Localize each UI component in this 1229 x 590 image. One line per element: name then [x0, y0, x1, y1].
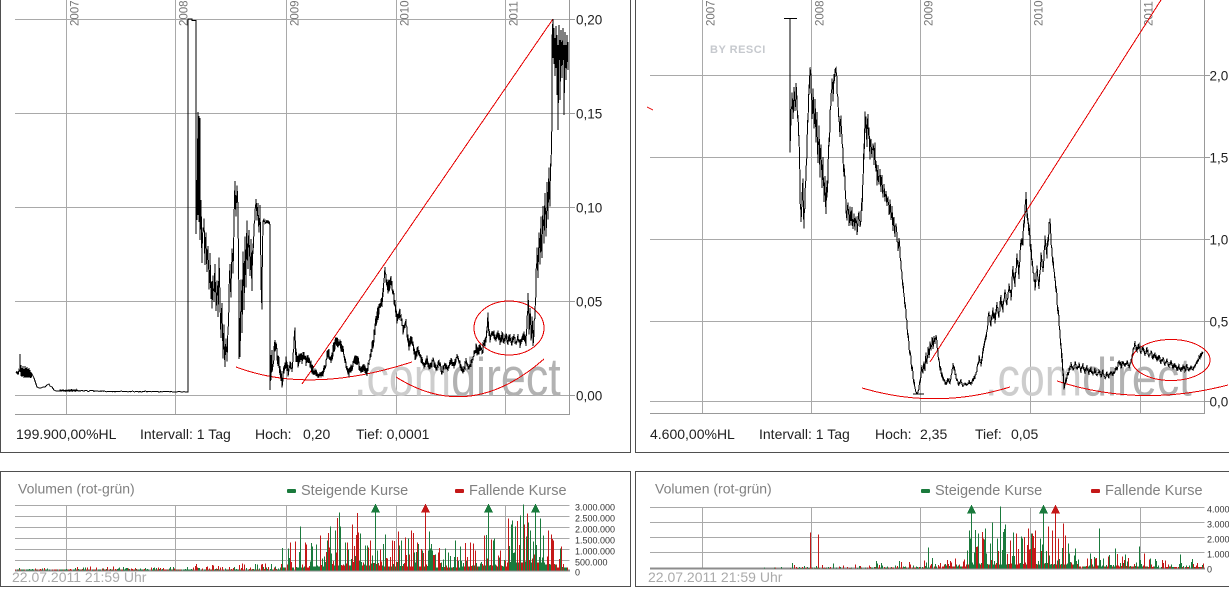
svg-text:199.900,00%HL: 199.900,00%HL — [16, 426, 117, 442]
svg-text:Tief: 0,0001: Tief: 0,0001 — [356, 426, 430, 442]
svg-text:0,5: 0,5 — [1210, 314, 1229, 329]
svg-text:3.000.000: 3.000.000 — [575, 503, 615, 513]
svg-text:2.000.000: 2.000.000 — [575, 525, 615, 535]
svg-text:.comdirect: .comdirect — [985, 347, 1192, 408]
svg-text:Fallende Kurse: Fallende Kurse — [1105, 483, 1203, 499]
svg-text:0,10: 0,10 — [576, 200, 602, 215]
svg-text:0,20: 0,20 — [576, 12, 602, 27]
svg-text:2011: 2011 — [1144, 1, 1156, 26]
svg-text:1.500.000: 1.500.000 — [575, 536, 615, 546]
svg-text:2008: 2008 — [815, 0, 827, 26]
svg-text:0,15: 0,15 — [576, 106, 602, 121]
svg-text:1.000.000: 1.000.000 — [575, 547, 615, 557]
svg-text:2,0: 2,0 — [1210, 68, 1229, 83]
svg-text:0,05: 0,05 — [576, 294, 602, 309]
svg-text:1.000.000: 1.000.000 — [1207, 550, 1229, 560]
svg-text:22.07.2011 21:59 Uhr: 22.07.2011 21:59 Uhr — [12, 569, 147, 585]
svg-text:Steigende Kurse: Steigende Kurse — [935, 483, 1042, 499]
svg-text:Intervall: 1 Tag: Intervall: 1 Tag — [759, 426, 850, 442]
svg-text:2.000.000: 2.000.000 — [1207, 535, 1229, 545]
svg-text:0,20: 0,20 — [303, 426, 330, 442]
svg-text:BY RESCI: BY RESCI — [710, 44, 766, 56]
svg-text:Intervall: 1 Tag: Intervall: 1 Tag — [140, 426, 231, 442]
svg-text:2011: 2011 — [509, 1, 521, 26]
svg-text:Fallende Kurse: Fallende Kurse — [469, 483, 567, 499]
svg-text:Tief:: Tief: — [975, 426, 1002, 442]
svg-text:2009: 2009 — [290, 0, 302, 26]
svg-text:Hoch:: Hoch: — [875, 426, 912, 442]
svg-text:.comdirect: .comdirect — [354, 347, 561, 408]
svg-text:500.000: 500.000 — [575, 558, 608, 568]
svg-text:4.000.000: 4.000.000 — [1207, 505, 1229, 515]
svg-text:22.07.2011 21:59 Uhr: 22.07.2011 21:59 Uhr — [648, 569, 783, 585]
svg-text:2,35: 2,35 — [920, 426, 947, 442]
svg-text:Volumen (rot-grün): Volumen (rot-grün) — [655, 481, 772, 497]
svg-text:Volumen (rot-grün): Volumen (rot-grün) — [18, 481, 135, 497]
svg-text:0,05: 0,05 — [1011, 426, 1038, 442]
svg-text:2009: 2009 — [924, 0, 936, 26]
svg-text:0: 0 — [1207, 565, 1212, 575]
svg-text:0,0: 0,0 — [1210, 394, 1229, 409]
svg-text:0,00: 0,00 — [576, 388, 602, 403]
svg-text:2007: 2007 — [706, 0, 718, 26]
svg-text:2007: 2007 — [70, 0, 82, 26]
svg-text:Steigende Kurse: Steigende Kurse — [301, 483, 408, 499]
svg-text:1,0: 1,0 — [1210, 232, 1229, 247]
svg-text:Hoch:: Hoch: — [255, 426, 292, 442]
svg-text:4.600,00%HL: 4.600,00%HL — [650, 426, 735, 442]
svg-text:3.000.000: 3.000.000 — [1207, 520, 1229, 530]
svg-text:1,5: 1,5 — [1210, 150, 1229, 165]
svg-text:0: 0 — [575, 568, 580, 578]
svg-text:2010: 2010 — [400, 0, 412, 26]
svg-text:2008: 2008 — [179, 0, 191, 26]
svg-text:2010: 2010 — [1034, 0, 1046, 26]
svg-text:2.500.000: 2.500.000 — [575, 514, 615, 524]
